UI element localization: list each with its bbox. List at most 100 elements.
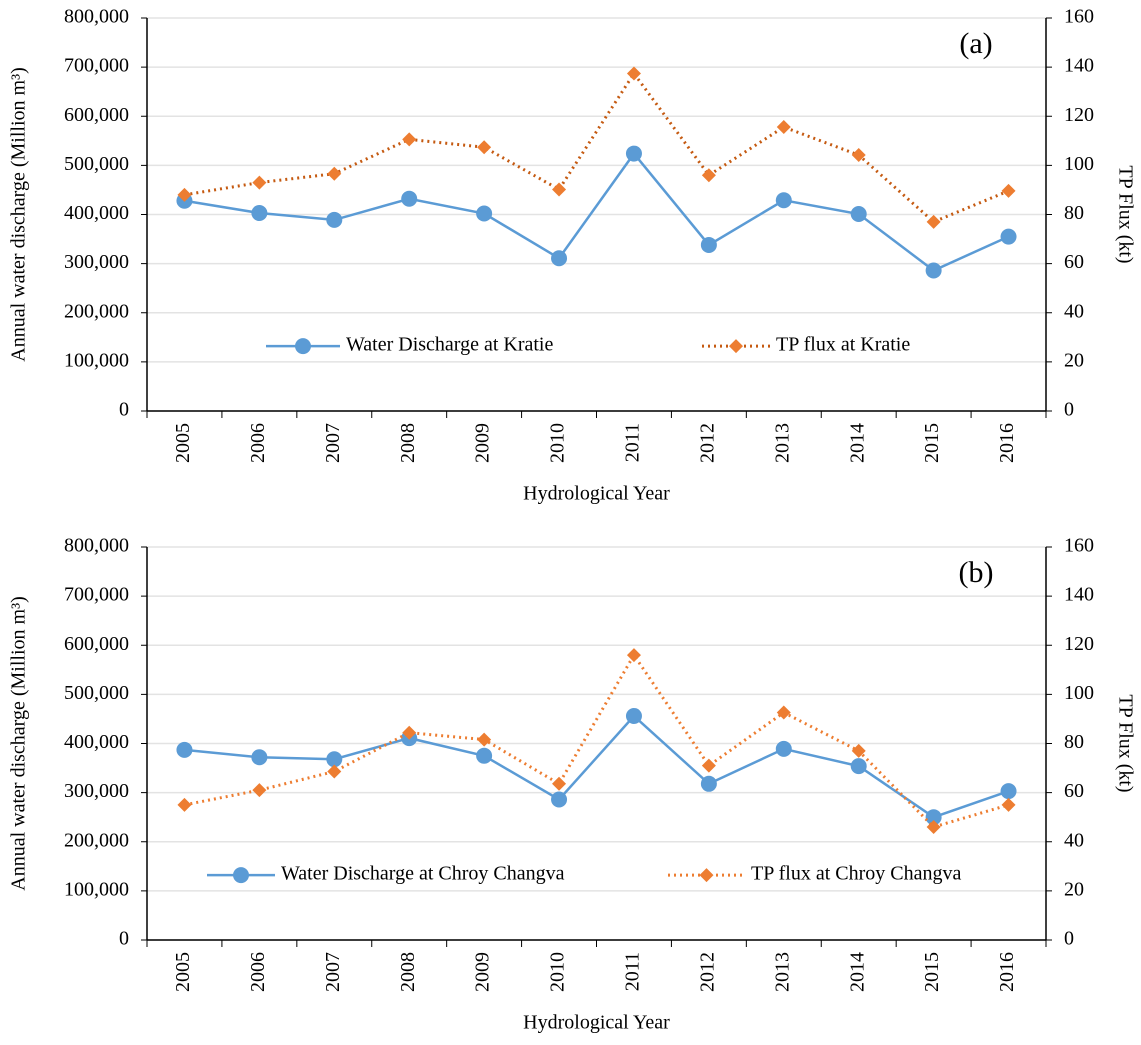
series-line bbox=[184, 151, 1010, 272]
marker bbox=[551, 250, 568, 267]
marker bbox=[926, 820, 941, 835]
marker bbox=[326, 751, 343, 768]
y-tick-label: 300,000 bbox=[64, 780, 129, 802]
series-line bbox=[184, 714, 1009, 819]
series-line bbox=[184, 652, 1009, 829]
y-tick-label: 100,000 bbox=[64, 878, 129, 900]
chart-panel: 0 100,000 200,000 300,000 400,000 500,000 600,… bbox=[8, 535, 1137, 1034]
y2-tick-label: 140 bbox=[1064, 584, 1094, 606]
marker bbox=[1000, 228, 1017, 245]
marker bbox=[327, 764, 342, 779]
y2-tick-label: 40 bbox=[1064, 829, 1084, 851]
x-tick-label: 2014 bbox=[846, 423, 868, 463]
legend-marker bbox=[699, 868, 714, 883]
marker bbox=[701, 168, 716, 183]
y2-tick-label: 120 bbox=[1064, 633, 1094, 655]
marker bbox=[176, 741, 193, 758]
panel-annotation: (b) bbox=[959, 556, 994, 589]
marker bbox=[700, 775, 717, 792]
y-tick-label: 100,000 bbox=[64, 349, 129, 371]
y-axis-label: Annual water discharge (Million m³) bbox=[8, 596, 30, 890]
legend-label: Water Discharge at Chroy Changva bbox=[281, 863, 565, 885]
x-tick-label: 2016 bbox=[996, 423, 1018, 463]
y2-tick-label: 0 bbox=[1064, 928, 1074, 950]
x-tick-label: 2012 bbox=[696, 423, 718, 463]
y-tick-label: 500,000 bbox=[64, 682, 129, 704]
y-tick-label: 600,000 bbox=[64, 104, 129, 126]
y-tick-label: 200,000 bbox=[64, 829, 129, 851]
marker bbox=[477, 732, 492, 747]
marker bbox=[1000, 783, 1017, 800]
legend-marker bbox=[295, 338, 311, 355]
marker bbox=[700, 236, 717, 253]
marker bbox=[776, 705, 791, 720]
marker bbox=[626, 648, 641, 663]
marker bbox=[1001, 183, 1016, 198]
x-tick-label: 2011 bbox=[622, 423, 644, 462]
x-tick-label: 2010 bbox=[547, 423, 569, 463]
y-tick-label: 700,000 bbox=[64, 584, 129, 606]
x-tick-label: 2009 bbox=[472, 423, 494, 463]
x-tick-label: 2015 bbox=[921, 423, 943, 463]
x-tick-label: 2011 bbox=[622, 952, 644, 991]
marker bbox=[477, 140, 492, 155]
marker bbox=[402, 725, 417, 740]
y2-tick-label: 40 bbox=[1064, 300, 1084, 322]
y2-axis-label: TP Flux (kt) bbox=[1114, 694, 1136, 792]
marker bbox=[252, 783, 267, 798]
legend-label: TP flux at Kratie bbox=[776, 334, 910, 356]
x-tick-label: 2007 bbox=[322, 952, 344, 992]
marker bbox=[476, 747, 493, 764]
marker bbox=[850, 758, 867, 775]
y-tick-label: 400,000 bbox=[64, 202, 129, 224]
y2-tick-label: 80 bbox=[1064, 202, 1084, 224]
y2-tick-label: 160 bbox=[1064, 6, 1094, 28]
marker bbox=[551, 791, 568, 808]
marker bbox=[626, 66, 641, 81]
x-tick-label: 2008 bbox=[397, 423, 419, 463]
y-tick-label: 300,000 bbox=[64, 251, 129, 273]
chart-panel: 0 100,000 200,000 300,000 400,000 500,000 600,… bbox=[8, 6, 1137, 505]
y2-tick-label: 100 bbox=[1064, 153, 1094, 175]
y-tick-label: 400,000 bbox=[64, 731, 129, 753]
y2-tick-label: 80 bbox=[1064, 731, 1084, 753]
y-tick-label: 200,000 bbox=[64, 300, 129, 322]
marker bbox=[251, 205, 268, 222]
marker bbox=[851, 743, 866, 758]
marker bbox=[926, 214, 941, 229]
marker bbox=[252, 175, 267, 190]
marker bbox=[177, 797, 192, 812]
legend-marker bbox=[233, 867, 249, 884]
marker bbox=[701, 758, 716, 773]
marker bbox=[776, 120, 791, 135]
x-tick-label: 2012 bbox=[696, 952, 718, 992]
marker bbox=[326, 211, 343, 228]
y2-tick-label: 120 bbox=[1064, 104, 1094, 126]
legend-label: TP flux at Chroy Changva bbox=[751, 863, 961, 885]
y-tick-label: 0 bbox=[119, 399, 129, 421]
series-line bbox=[184, 70, 1010, 224]
x-tick-label: 2005 bbox=[172, 423, 194, 463]
y-tick-label: 800,000 bbox=[64, 535, 129, 557]
x-tick-label: 2006 bbox=[247, 952, 269, 992]
y2-tick-label: 20 bbox=[1064, 878, 1084, 900]
marker bbox=[925, 262, 942, 279]
y-tick-label: 600,000 bbox=[64, 633, 129, 655]
x-tick-label: 2006 bbox=[247, 423, 269, 463]
y2-tick-label: 20 bbox=[1064, 349, 1084, 371]
y2-tick-label: 60 bbox=[1064, 780, 1084, 802]
marker bbox=[851, 148, 866, 163]
panel-annotation: (a) bbox=[959, 27, 992, 60]
x-axis-label: Hydrological Year bbox=[523, 483, 670, 505]
x-tick-label: 2010 bbox=[547, 952, 569, 992]
marker bbox=[177, 187, 192, 202]
marker bbox=[775, 740, 792, 757]
y-tick-label: 500,000 bbox=[64, 153, 129, 175]
y2-tick-label: 140 bbox=[1064, 55, 1094, 77]
marker bbox=[327, 166, 342, 181]
marker bbox=[625, 145, 642, 162]
marker bbox=[476, 205, 493, 222]
x-tick-label: 2007 bbox=[322, 423, 344, 463]
marker bbox=[401, 190, 418, 207]
y2-axis-label: TP Flux (kt) bbox=[1114, 165, 1136, 263]
